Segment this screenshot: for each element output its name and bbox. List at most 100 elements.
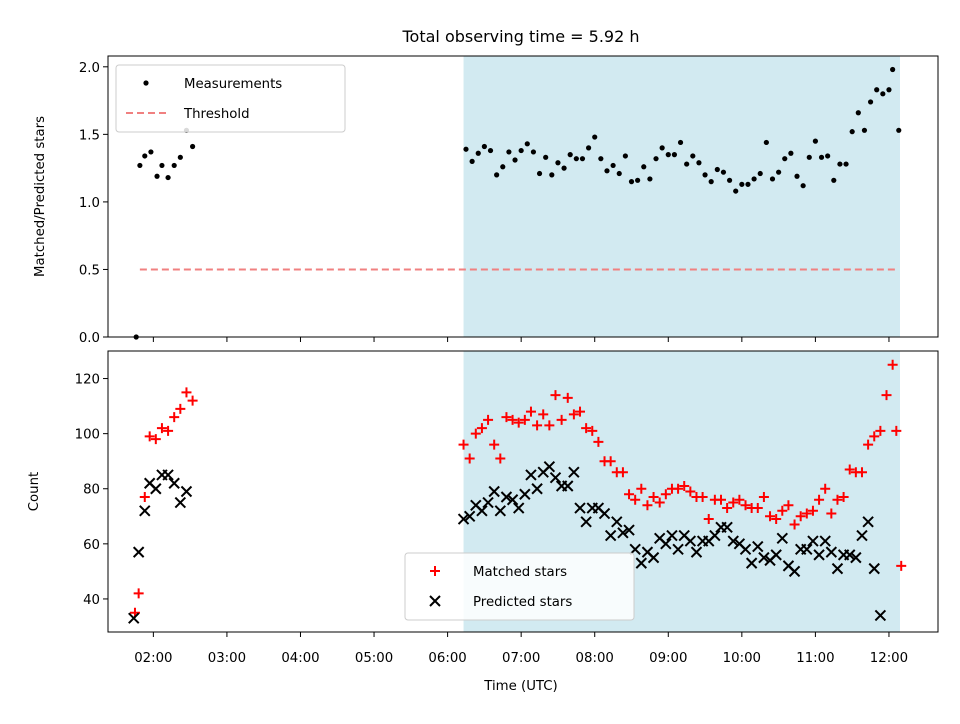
matched-stars-point	[144, 431, 155, 442]
measurement-point	[890, 66, 896, 73]
predicted-stars-point	[150, 483, 162, 495]
predicted-stars-point	[831, 562, 844, 575]
bottom-panel: 40 60 80 100 120 Count Matched stars Predicted …	[27, 350, 939, 637]
matched-stars-point	[660, 489, 671, 500]
measurement-point	[659, 145, 665, 151]
measurement-point	[165, 174, 171, 181]
matched-stars-point	[826, 508, 837, 519]
predicted-stars-point	[568, 466, 580, 478]
predicted-stars-point	[580, 516, 592, 528]
matched-stars-point	[869, 431, 880, 442]
x-tick-label: 08:00	[576, 651, 614, 666]
predicted-stars-point	[647, 551, 660, 564]
matched-stars-point	[642, 500, 653, 511]
predicted-stars-point	[128, 612, 140, 624]
matched-stars-point	[575, 406, 586, 417]
measurement-point	[647, 176, 653, 182]
measurement-point	[635, 177, 641, 183]
matched-stars-point	[532, 420, 543, 431]
x-tick-label: 05:00	[355, 651, 393, 666]
x-tick-label: 09:00	[649, 651, 687, 666]
predicted-stars-point	[132, 546, 145, 558]
matched-stars-point	[489, 439, 500, 450]
matched-stars-point	[458, 439, 469, 450]
measurement-point	[690, 153, 696, 159]
matched-stars-point	[728, 497, 739, 508]
y-tick-label: 40	[83, 593, 100, 608]
legend: Measurements Threshold	[115, 64, 346, 133]
matched-stars-point	[881, 390, 892, 401]
predicted-stars-point	[168, 477, 180, 489]
measurement-point	[622, 153, 628, 159]
matched-stars-point	[495, 453, 506, 464]
predicted-stars-point	[825, 546, 838, 558]
matched-stars-point	[887, 359, 898, 370]
predicted-stars-point	[727, 535, 739, 547]
predicted-stars-point	[813, 549, 825, 561]
legend-marker-measurements	[143, 80, 149, 86]
legend-box	[404, 552, 635, 621]
matched-stars-point	[820, 483, 831, 494]
measurement-point	[463, 146, 469, 152]
measurement-point	[751, 176, 757, 182]
matched-stars-point	[181, 387, 192, 398]
measurement-point	[763, 139, 769, 146]
y-tick-label: 120	[75, 373, 100, 388]
measurement-point	[543, 154, 549, 160]
predicted-stars-point	[488, 485, 500, 498]
matched-stars-point	[525, 406, 536, 417]
x-tick-label: 04:00	[281, 651, 319, 666]
top-panel: 0.0 0.5 1.0 1.5 2.0 Matched/Predicted stars Me…	[33, 55, 939, 346]
matched-stars-point	[483, 414, 494, 425]
matched-stars-point	[630, 494, 641, 505]
matched-stars-point	[832, 494, 843, 505]
measurement-point	[861, 127, 868, 133]
matched-stars-point	[581, 423, 592, 434]
matched-stars-point	[507, 414, 518, 425]
measurement-point	[837, 161, 843, 167]
matched-stars-point	[636, 483, 647, 494]
matched-stars-point	[593, 436, 604, 447]
predicted-stars-point	[611, 516, 623, 528]
x-axis-label: Time (UTC)	[483, 679, 558, 694]
matched-stars-point	[648, 492, 659, 503]
predicted-stars-point	[874, 609, 887, 622]
measurement-point	[159, 162, 165, 169]
measurement-point	[812, 138, 819, 144]
matched-stars-point	[771, 514, 782, 525]
matched-stars-point	[789, 519, 800, 530]
x-tick-label: 12:00	[870, 651, 908, 666]
measurement-point	[494, 172, 500, 178]
legend-label: Matched stars	[473, 565, 567, 580]
measurement-point	[720, 169, 727, 175]
measurement-point	[806, 154, 812, 160]
predicted-stars-point	[868, 562, 880, 575]
predicted-stars-point	[856, 529, 868, 542]
y-tick-label: 0.0	[79, 331, 100, 346]
measurement-point	[585, 145, 592, 151]
matched-stars-point	[673, 483, 684, 494]
measurement-point	[573, 156, 579, 162]
y-tick-label: 0.5	[79, 263, 100, 278]
predicted-stars-point	[623, 524, 635, 536]
matched-stars-point	[617, 467, 628, 478]
matched-stars-point	[139, 492, 150, 503]
measurement-point	[142, 153, 148, 159]
matched-stars-point	[722, 503, 733, 514]
y-tick-label: 1.0	[79, 196, 100, 211]
matched-stars-point	[697, 492, 708, 503]
predicted-stars-point	[543, 460, 556, 473]
predicted-stars-point	[788, 565, 801, 578]
predicted-stars-point	[721, 521, 733, 534]
matched-stars-point	[556, 414, 567, 425]
measurement-point	[148, 149, 154, 155]
measurement-point	[137, 162, 143, 169]
matched-stars-point	[783, 500, 794, 511]
predicted-stars-point	[801, 543, 813, 556]
matched-stars-point	[654, 497, 665, 508]
x-tick-label: 11:00	[796, 651, 834, 666]
predicted-stars-point	[513, 502, 525, 514]
measurement-point	[530, 149, 537, 155]
predicted-stars-point	[850, 551, 862, 564]
